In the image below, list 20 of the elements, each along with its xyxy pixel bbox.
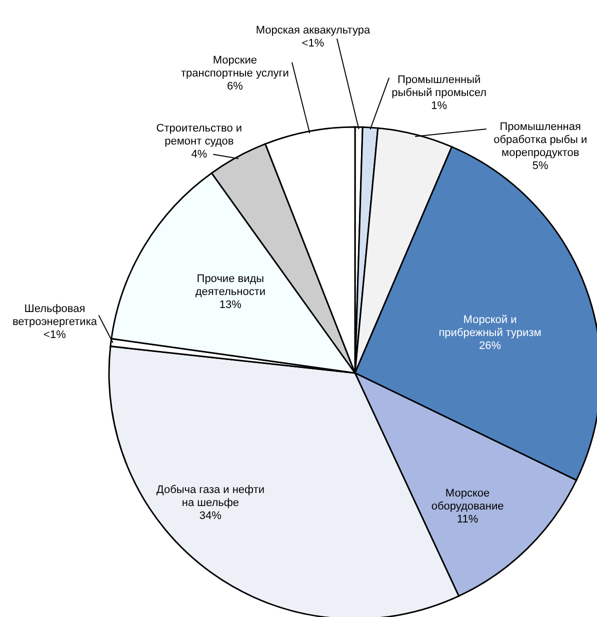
data-label: 6% bbox=[226, 80, 244, 92]
data-label: 5% bbox=[532, 160, 549, 172]
data-label: 4% bbox=[191, 148, 208, 160]
data-label: 1% bbox=[431, 100, 448, 112]
slice-label: Шельфовая ветроэнергетика bbox=[12, 303, 98, 328]
slice-label: Морской и прибрежный туризм bbox=[438, 314, 542, 340]
data-label: 26% bbox=[478, 340, 502, 352]
slice-label: Прочие виды деятельности bbox=[195, 273, 266, 298]
data-label: 34% bbox=[199, 510, 222, 522]
slice-label: Промышленная обработка рыбы и морепродуктов bbox=[494, 121, 588, 160]
slice-label: Морское оборудование bbox=[431, 488, 504, 513]
data-label: <1% bbox=[302, 38, 324, 50]
data-label: 13% bbox=[219, 299, 242, 312]
slice-label: Промышленный рыбный промысел bbox=[392, 74, 486, 99]
slice-label: Морские транспортные услуги bbox=[180, 54, 289, 80]
slice-label: Добыча газа и нефти на шельфе bbox=[156, 484, 265, 510]
slice-label: Морская аквакультура bbox=[256, 24, 371, 37]
data-label: <1% bbox=[44, 329, 66, 342]
slice-label: Строительство и ремонт судов bbox=[156, 122, 242, 148]
data-label: 11% bbox=[456, 514, 478, 526]
